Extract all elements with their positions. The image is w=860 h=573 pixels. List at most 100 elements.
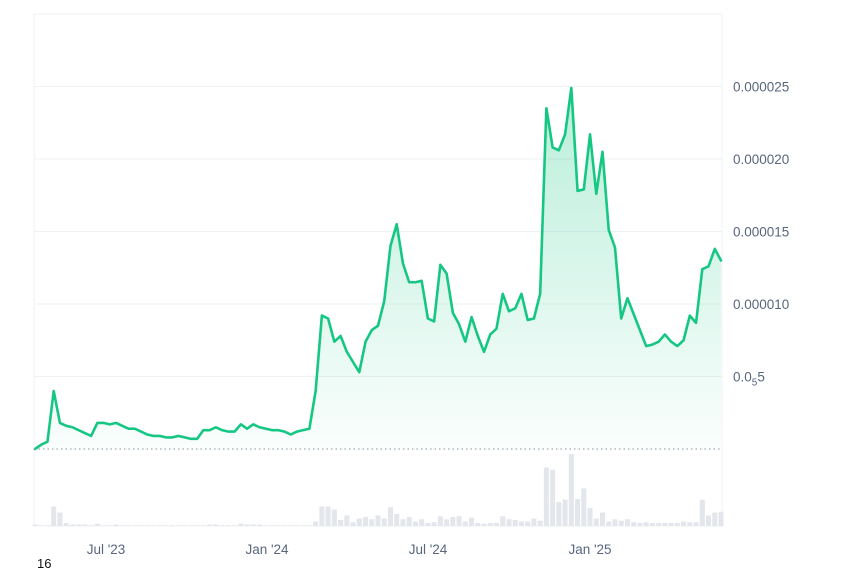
volume-bar (587, 508, 593, 526)
volume-bar (225, 525, 231, 526)
volume-bar (475, 523, 481, 526)
volume-bar (550, 469, 556, 526)
volume-bar (269, 525, 275, 526)
volume-bar (319, 506, 325, 526)
volume-bar (338, 520, 344, 526)
volume-bar (113, 524, 119, 526)
volume-bar (150, 525, 157, 526)
volume-bar (531, 518, 537, 526)
volume-bar (469, 517, 475, 526)
volume-bar (207, 524, 213, 526)
volume-bar (444, 519, 450, 526)
volume-bar (175, 525, 181, 526)
volume-bar (69, 524, 75, 526)
volume-bar (381, 518, 387, 526)
volume-bar (712, 512, 718, 526)
volume-bar (275, 525, 281, 526)
corner-label: 16 (37, 556, 52, 571)
volume-bar (32, 524, 38, 526)
volume-bar (38, 525, 44, 526)
volume-bar (419, 519, 425, 526)
volume-bar (82, 524, 88, 526)
volume-bar (44, 525, 50, 526)
volume-bar (431, 522, 437, 526)
y-tick-label: 0.000010 (733, 297, 789, 312)
volume-bar (63, 523, 69, 526)
x-tick-label: Jan '24 (245, 542, 289, 557)
volume-bar (706, 515, 712, 526)
volume-bar (612, 519, 618, 526)
volume-bar (232, 525, 238, 526)
volume-bar (699, 499, 705, 526)
volume-bar (356, 518, 362, 526)
price-series-line (33, 86, 723, 451)
plot-frame (33, 13, 723, 527)
volume-bar (331, 509, 337, 526)
volume-bar (593, 518, 599, 526)
volume-bar (219, 525, 225, 526)
volume-bar (119, 525, 125, 526)
volume-bar (213, 524, 219, 526)
volume-bar (568, 454, 574, 526)
volume-bar (556, 502, 562, 526)
volume-bar (606, 521, 612, 526)
volume-bar (412, 521, 418, 526)
volume-bar (681, 521, 687, 526)
volume-bar (157, 525, 163, 526)
volume-bar (656, 523, 662, 526)
volume-bar (94, 523, 100, 526)
volume-bar (350, 522, 356, 526)
volume-bar (437, 516, 443, 526)
volume-bar (693, 522, 699, 526)
volume-bar (512, 520, 518, 526)
volume-bar (188, 525, 194, 526)
volume-bar (506, 519, 512, 526)
volume-bar (649, 523, 655, 526)
volume-bar (325, 506, 331, 526)
price-area-fill (35, 87, 721, 449)
volume-bar (281, 525, 287, 526)
volume-bar (387, 507, 393, 526)
volume-bar (662, 523, 668, 526)
volume-bar (462, 521, 468, 526)
volume-bar (668, 523, 674, 526)
volume-bar (643, 522, 649, 526)
volume-bar (363, 517, 369, 526)
volume-bar (456, 516, 462, 526)
volume-bar (631, 522, 637, 526)
volume-bar (375, 515, 381, 526)
volume-bar (88, 525, 94, 526)
y-tick-label: 0.055 (733, 370, 765, 389)
volume-bar (194, 525, 200, 526)
y-tick-suffix: 5 (757, 370, 765, 385)
x-tick-label: Jul '23 (87, 542, 126, 557)
volume-bar (500, 516, 506, 526)
x-tick-label: Jan '25 (568, 542, 611, 557)
volume-bar (101, 525, 107, 526)
volume-bar (244, 524, 250, 526)
y-tick-subscript: 5 (752, 377, 758, 388)
volume-bar (250, 524, 256, 526)
volume-bar (306, 525, 312, 526)
y-axis-ticks: 0.000025 0.000020 0.000015 0.000010 0.055 (733, 80, 789, 389)
volume-bar (537, 520, 543, 526)
volume-bar (624, 519, 630, 526)
volume-bar (126, 525, 132, 526)
volume-bar (369, 519, 375, 526)
volume-bar (487, 523, 493, 526)
volume-bar (687, 522, 693, 526)
volume-bar (256, 524, 263, 526)
volume-bar (288, 525, 294, 526)
volume-bars (32, 454, 724, 526)
volume-bar (481, 523, 487, 526)
volume-bar (169, 525, 175, 526)
volume-bar (581, 488, 587, 526)
volume-bar (406, 517, 412, 526)
volume-bar (543, 467, 549, 526)
volume-bar (200, 525, 206, 526)
volume-bar (344, 515, 350, 526)
volume-bar (525, 521, 531, 526)
volume-bar (575, 499, 581, 526)
volume-bar (493, 523, 500, 526)
